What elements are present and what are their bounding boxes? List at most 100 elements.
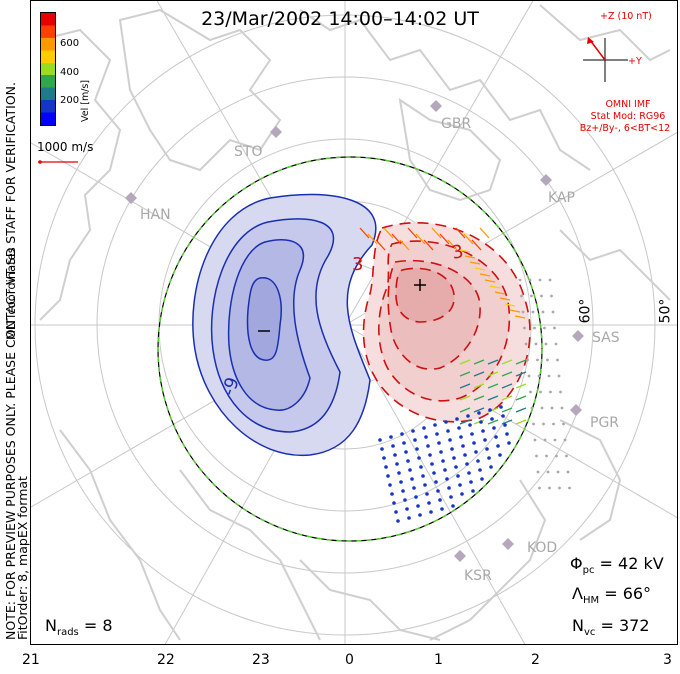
velocity-point [463,453,467,457]
velocity-point [527,374,531,378]
velocity-point [526,358,529,362]
velocity-point [490,417,494,421]
velocity-point [436,489,440,493]
velocity-point [565,454,568,458]
velocity-point [397,471,401,475]
colorbar-label: Vel [m/s] [80,79,91,122]
velocity-point [507,441,511,445]
lambda-hm-stat: ΛHM = 66° [572,584,652,607]
velocity-point [474,450,478,454]
velocity-point [539,390,542,394]
velocity-point [458,483,462,487]
velocity-point [483,438,487,442]
velocity-vector [487,359,499,365]
velocity-vector [489,285,501,289]
velocity-point [488,408,492,412]
velocity-vector [423,239,434,251]
velocity-point [560,406,564,410]
station-pgr: PGR [590,415,620,431]
scale-vector-label: 1000 m/s [37,140,94,154]
station-ksr: KSR [464,568,492,584]
velocity-point [568,486,571,490]
velocity-vector [463,233,474,245]
velocity-point [447,486,451,490]
velocity-point [518,278,522,282]
velocity-vector [447,239,458,251]
velocity-point [417,456,421,460]
velocity-point [540,294,543,298]
velocity-point [425,492,429,496]
imf-source: OMNI IMF [605,99,651,110]
velocity-point [557,374,561,378]
velocity-point [404,450,408,454]
velocity-point [424,435,428,439]
velocity-point [437,441,441,445]
velocity-vector [501,419,513,425]
velocity-vector [459,383,471,389]
velocity-point [498,453,502,457]
velocity-point [558,486,561,490]
velocity-point [443,468,447,472]
velocity-point [400,432,404,436]
velocity-point [548,278,552,282]
velocity-point [395,462,399,466]
velocity-vector [479,273,491,277]
velocity-vector [473,359,485,365]
velocity-point [408,468,412,472]
velocity-vector [459,419,471,425]
velocity-point [503,423,507,427]
velocity-vector [474,267,486,271]
scale-vector [38,160,78,164]
velocity-vectors [359,227,571,523]
velocity-vector [469,261,481,265]
hmb-boundary-vectors [157,156,543,542]
velocity-point [399,480,403,484]
velocity-point [476,459,480,463]
velocity-point [541,310,545,314]
velocity-vector [473,395,485,401]
velocity-point [422,426,426,430]
velocity-point [533,326,536,330]
station-sto: STO [234,144,263,160]
velocity-point [421,474,425,478]
velocity-vector [487,419,499,425]
imf-dial [583,37,628,82]
velocity-vector [473,371,485,377]
velocity-point [405,507,409,511]
velocity-vector [391,233,402,245]
velocity-vector [459,371,471,377]
velocity-point [489,465,493,469]
velocity-vector [499,297,511,301]
velocity-point [432,471,436,475]
velocity-point [469,480,473,484]
velocity-point [543,326,546,330]
velocity-vector [487,395,499,401]
velocity-point [553,438,557,442]
velocity-vector [487,371,499,377]
velocity-point [415,447,419,451]
velocity-point [433,423,437,427]
velocity-point [378,438,382,442]
velocity-vector [367,233,378,245]
contour-label-pos-left: 3 [352,254,364,275]
velocity-point [392,501,396,505]
velocity-point [477,411,481,415]
velocity-point [501,414,505,418]
velocity-point [386,474,390,478]
velocity-point [391,444,395,448]
velocity-point [487,456,491,460]
velocity-vector [479,227,490,239]
velocity-vector [501,383,513,389]
velocity-point [563,438,567,442]
fit-order-note: FitOrder: 8, mapEX format [15,476,30,640]
velocity-vector [407,227,418,239]
imf-condition: Bz+/By-, 6<BT<12 [579,123,671,134]
velocity-point [468,423,472,427]
velocity-point [454,465,458,469]
velocity-point [407,516,411,520]
velocity-point [472,441,476,445]
velocity-point [394,510,398,514]
station-kod: KOD [527,540,558,556]
velocity-point [537,374,541,378]
velocity-point [419,465,423,469]
